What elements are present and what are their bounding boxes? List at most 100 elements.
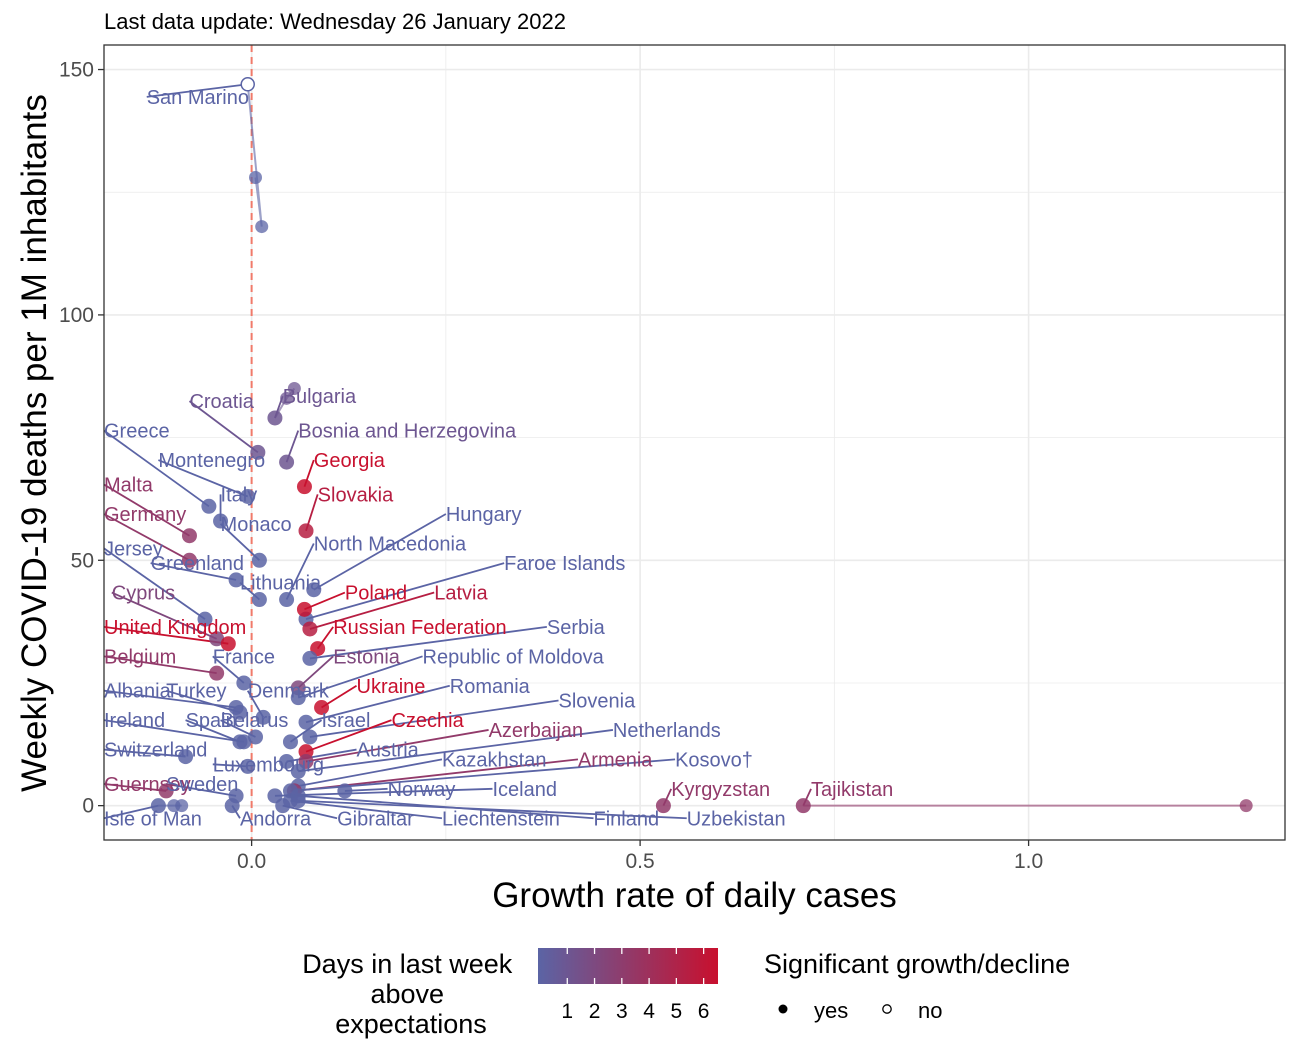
label-belarus: Belarus [221, 710, 289, 732]
color-legend-title-line: above [370, 979, 444, 1009]
label-armenia: Armenia [578, 749, 653, 771]
point-belarus [248, 729, 264, 745]
point-italy [213, 513, 229, 529]
label-bosnia-and-herzegovina: Bosnia and Herzegovina [298, 421, 517, 443]
label-liechtenstein: Liechtenstein [442, 808, 560, 830]
label-leader-lines [103, 83, 812, 820]
point-san-marino [240, 77, 255, 92]
label-faroe-islands: Faroe Islands [504, 553, 625, 575]
leader-belgium [103, 655, 217, 675]
point-denmark [255, 709, 271, 725]
leader-north-macedonia [285, 543, 315, 600]
leader-united-kingdom [103, 625, 229, 645]
point-greenland [228, 572, 244, 588]
label-turkey: Turkey [166, 681, 226, 703]
label-georgia: Georgia [314, 450, 386, 472]
color-legend-title-line: Days in last week [302, 949, 513, 979]
x-tick-label: 0.0 [237, 850, 266, 873]
label-lithuania: Lithuania [240, 573, 322, 595]
legend-filled-point [778, 1004, 788, 1014]
history-point-san-marino [255, 220, 269, 234]
point-hungary [306, 582, 322, 598]
label-france: France [213, 646, 275, 668]
leader-romania [305, 684, 450, 724]
y-tick-label: 50 [71, 549, 94, 572]
label-north-macedonia: North Macedonia [314, 533, 467, 555]
color-tick-label: 5 [671, 1000, 683, 1023]
color-legend-title: Days in last week above expectations [302, 949, 520, 1039]
leader-cyprus [111, 591, 218, 640]
label-gibraltar: Gibraltar [337, 808, 414, 830]
label-andorra: Andorra [240, 808, 312, 830]
point-united-kingdom [220, 636, 236, 652]
leader-serbia [309, 625, 547, 660]
leader-ireland [103, 719, 244, 743]
point-jersey [197, 611, 213, 627]
leader-guernsey [103, 783, 167, 792]
leader-sweden [166, 783, 237, 797]
point-croatia [250, 444, 266, 460]
color-tick-label: 1 [561, 1000, 573, 1023]
label-kyrgyzstan: Kyrgyzstan [671, 779, 770, 801]
leader-estonia [297, 655, 334, 689]
point-turkey [232, 704, 248, 720]
leader-jersey [103, 547, 206, 620]
label-ireland: Ireland [104, 710, 165, 732]
leader-turkey [165, 689, 241, 714]
label-belgium: Belgium [104, 646, 176, 668]
leader-kazakhstan [298, 758, 443, 787]
label-sweden: Sweden [166, 774, 238, 796]
point-bulgaria [267, 410, 283, 426]
label-cyprus: Cyprus [112, 583, 175, 605]
label-isle-of-man: Isle of Man [104, 808, 202, 830]
color-tick-label: 2 [589, 1000, 601, 1023]
color-scale-bar [538, 948, 718, 984]
point-israel [282, 734, 298, 750]
label-spain: Spain [186, 710, 237, 732]
label-poland: Poland [345, 583, 407, 605]
label-italy: Italy [221, 484, 258, 506]
label-austria: Austria [357, 740, 420, 762]
label-serbia: Serbia [547, 617, 606, 639]
panel-background [104, 45, 1285, 840]
point-andorra [224, 798, 240, 814]
label-czechia: Czechia [391, 710, 464, 732]
point-malta [181, 528, 197, 544]
label-netherlands: Netherlands [613, 720, 721, 742]
leader-switzerland [103, 748, 186, 758]
label-montenegro: Montenegro [158, 450, 265, 472]
label-malta: Malta [104, 475, 154, 497]
point-poland [296, 601, 312, 617]
point-switzerland [178, 749, 194, 765]
point-isle-of-man [150, 798, 166, 814]
label-greece: Greece [104, 421, 170, 443]
leader-latvia [309, 591, 435, 630]
label-azerbaijan: Azerbaijan [489, 720, 584, 742]
label-slovakia: Slovakia [318, 484, 394, 506]
leader-monaco [219, 523, 261, 561]
point-lithuania [251, 592, 267, 608]
x-tick-label: 0.5 [626, 850, 655, 873]
label-romania: Romania [450, 676, 531, 698]
label-united-kingdom: United Kingdom [104, 617, 246, 639]
label-uzbekistan: Uzbekistan [687, 808, 786, 830]
leader-republic-of-moldova [297, 655, 423, 699]
label-norway: Norway [388, 779, 456, 801]
label-kosovo: Kosovo† [675, 749, 753, 771]
point-germany [181, 552, 197, 568]
point-cyprus [209, 631, 225, 647]
point-north-macedonia [279, 592, 295, 608]
point-montenegro [240, 488, 256, 504]
point-monaco [251, 552, 267, 568]
point-bosnia-and-herzegovina [279, 454, 295, 470]
y-tick-label: 0 [82, 795, 94, 818]
country-labels: San Marino Croatia Bulgaria Greece Bosnia an… [104, 87, 893, 830]
leader-spain [185, 719, 241, 743]
history-point-bulgaria [280, 391, 294, 405]
label-croatia: Croatia [189, 391, 254, 413]
point-luxembourg [240, 758, 256, 774]
history-points [167, 171, 1253, 813]
